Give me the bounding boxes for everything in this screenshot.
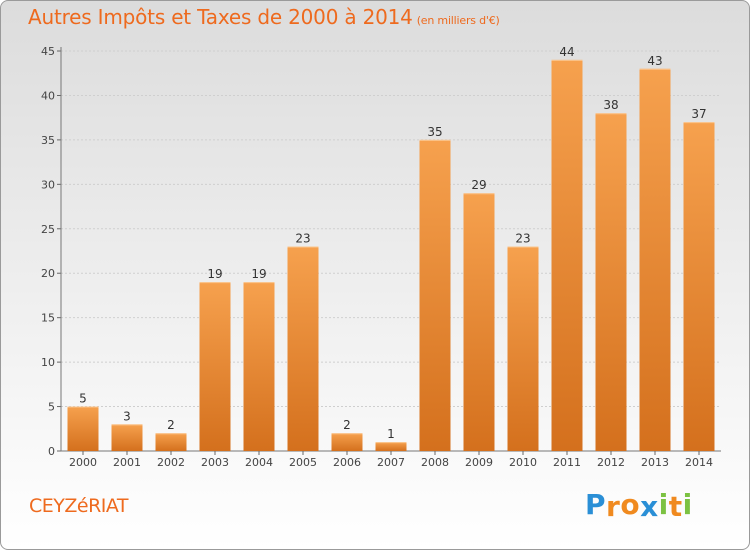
bar-2003 (199, 282, 231, 451)
y-tick-label: 15 (41, 312, 55, 325)
y-tick-labels: 0 5 10 15 20 25 30 35 40 45 (41, 45, 55, 458)
bar-2010 (507, 246, 539, 451)
bar-2014 (683, 122, 715, 451)
x-tick-label-2006: 2006 (333, 456, 361, 469)
x-tick-label-2001: 2001 (113, 456, 141, 469)
bar-2001 (111, 424, 143, 451)
bar-2004 (243, 282, 275, 451)
chart-unit: (en milliers d'€) (416, 14, 500, 27)
y-tick-label: 10 (41, 356, 55, 369)
bar-2006 (331, 433, 363, 451)
proxiti-logo: Proxiti (585, 488, 693, 523)
value-label-2002: 2 (167, 418, 175, 432)
value-label-2008: 35 (427, 125, 442, 139)
y-tick-label: 45 (41, 45, 55, 58)
logo-letter: i (682, 488, 693, 521)
x-tick-label-2009: 2009 (465, 456, 493, 469)
x-tick-label-2011: 2011 (553, 456, 581, 469)
bars (67, 59, 715, 452)
logo-letter: x (640, 490, 659, 523)
x-tick-label-2014: 2014 (685, 456, 713, 469)
x-tick-label-2004: 2004 (245, 456, 273, 469)
value-label-2010: 23 (515, 232, 530, 246)
chart-title: Autres Impôts et Taxes de 2000 à 2014 (en… (28, 5, 500, 29)
bar-2012 (595, 113, 627, 451)
bar-2005 (287, 246, 319, 451)
logo-letter: o (620, 488, 641, 521)
bar-2013 (639, 68, 671, 452)
x-tick-label-2005: 2005 (289, 456, 317, 469)
value-label-2001: 3 (123, 409, 131, 423)
y-tick-label: 5 (48, 401, 55, 414)
grid-lines (57, 50, 721, 452)
value-label-2009: 29 (471, 178, 486, 192)
y-tick-label: 0 (48, 445, 55, 458)
x-tick-label-2013: 2013 (641, 456, 669, 469)
logo-letter: i (658, 488, 669, 521)
commune-name: CEYZéRIAT (29, 495, 129, 517)
y-tick-label: 40 (41, 89, 55, 102)
value-label-2011: 44 (559, 45, 574, 59)
x-tick-label-2008: 2008 (421, 456, 449, 469)
value-label-2006: 2 (343, 418, 351, 432)
bar-2011 (551, 59, 583, 452)
y-tick-label: 30 (41, 178, 55, 191)
value-label-2003: 19 (207, 267, 222, 281)
value-label-2000: 5 (79, 392, 87, 406)
logo-letter: t (668, 490, 683, 523)
chart-title-text: Autres Impôts et Taxes de 2000 à 2014 (28, 5, 413, 29)
value-label-2004: 19 (251, 267, 266, 281)
value-label-2014: 37 (691, 107, 706, 121)
y-tick-label: 20 (41, 267, 55, 280)
y-tick-label: 25 (41, 223, 55, 236)
logo-letter: r (606, 490, 621, 523)
bar-2002 (155, 433, 187, 451)
y-tick-label: 35 (41, 134, 55, 147)
x-tick-label-2007: 2007 (377, 456, 405, 469)
x-tick-label-2003: 2003 (201, 456, 229, 469)
bar-2009 (463, 193, 495, 451)
x-tick-label-2000: 2000 (69, 456, 97, 469)
logo-letter: P (585, 488, 607, 521)
value-label-2007: 1 (387, 427, 395, 441)
value-label-2013: 43 (647, 54, 662, 68)
value-labels: 5 3 2 19 19 23 2 1 35 29 23 44 38 43 37 (79, 45, 706, 441)
value-label-2012: 38 (603, 98, 618, 112)
bar-2008 (419, 139, 451, 451)
x-tick-label-2012: 2012 (597, 456, 625, 469)
bar-2000 (67, 406, 99, 451)
x-tick-labels: 2000 2001 2002 2003 2004 2005 2006 2007 2008 2009… (69, 456, 713, 469)
value-label-2005: 23 (295, 232, 310, 246)
x-tick-label-2010: 2010 (509, 456, 537, 469)
x-tick-label-2002: 2002 (157, 456, 185, 469)
bar-2007 (375, 442, 407, 451)
